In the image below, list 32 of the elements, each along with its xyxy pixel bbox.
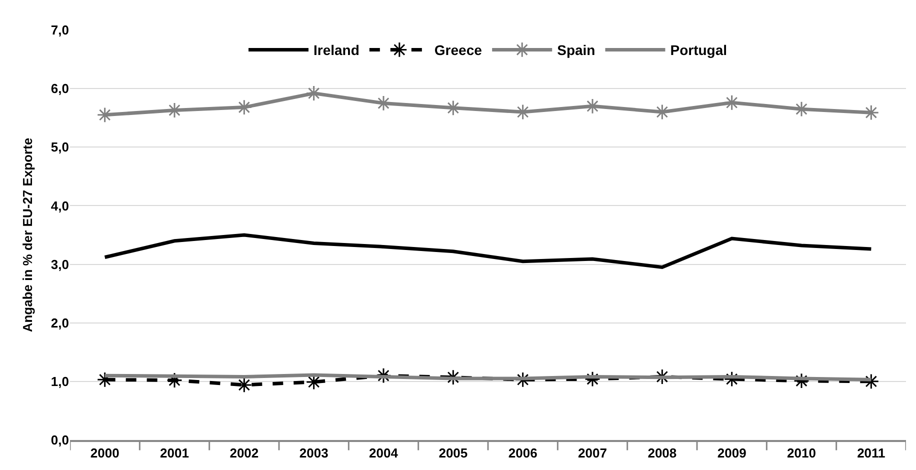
legend-label: Portugal <box>670 42 728 58</box>
y-tick-label: 3,0 <box>50 256 69 272</box>
y-tick-label: 0,0 <box>50 432 69 448</box>
legend-label: Ireland <box>314 42 360 58</box>
x-tick-label: 2009 <box>717 445 746 460</box>
x-tick-label: 2011 <box>857 445 886 460</box>
x-tick-label: 2010 <box>787 445 816 460</box>
x-tick-label: 2003 <box>299 445 328 460</box>
legend-label: Spain <box>557 42 596 58</box>
y-tick-label: 4,0 <box>50 198 69 214</box>
x-tick-label: 2008 <box>648 445 677 460</box>
point <box>166 102 182 118</box>
y-tick-label: 5,0 <box>50 140 69 155</box>
x-tick-label: 2007 <box>578 445 607 460</box>
line-series <box>103 233 873 269</box>
x-tick-label: 2000 <box>90 445 120 460</box>
y-axis-title: Angabe in % der EU-27 Exporte <box>20 138 35 332</box>
x-tick-label: 2002 <box>230 445 259 460</box>
point <box>794 372 810 389</box>
y-tick-label: 1,0 <box>50 374 69 389</box>
y-tick-label: 2,0 <box>50 315 69 330</box>
point <box>584 98 600 114</box>
point <box>584 371 600 388</box>
x-tick-label: 2001 <box>160 445 189 460</box>
x-tick-label: 2004 <box>369 445 399 460</box>
point <box>376 95 392 112</box>
legend-label: Greece <box>434 42 482 58</box>
x-tick-label: 2006 <box>508 445 538 460</box>
point <box>794 101 810 118</box>
y-tick-label: 7,0 <box>50 22 69 38</box>
x-tick-label: 2005 <box>438 445 468 460</box>
y-tick-label: 6,0 <box>50 81 69 96</box>
